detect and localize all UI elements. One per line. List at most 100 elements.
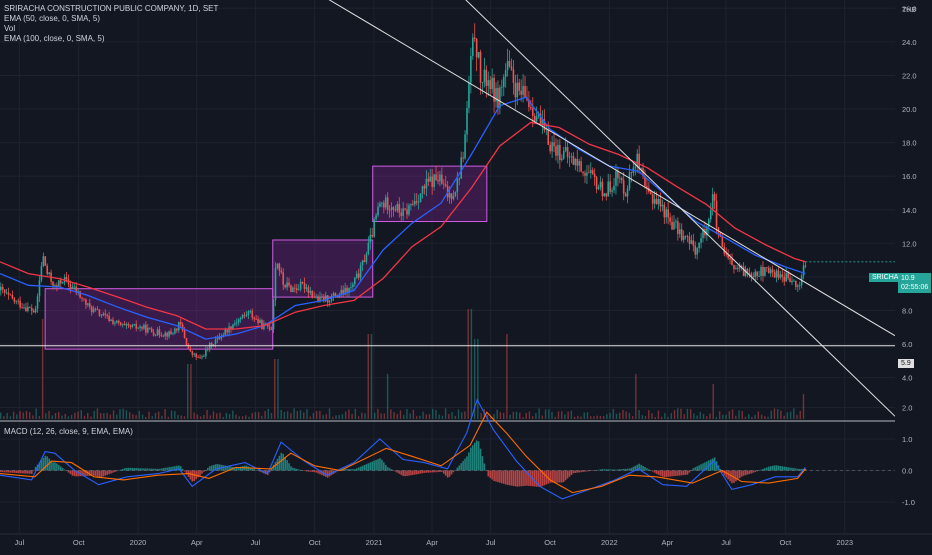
histogram-bar (34, 466, 37, 471)
histogram-bar (762, 468, 764, 471)
histogram-bar (319, 470, 321, 475)
volume-bar (174, 411, 176, 419)
volume-bar (641, 415, 643, 419)
volume-bar (406, 409, 408, 419)
histogram-bar (46, 456, 49, 471)
candle-body (257, 319, 259, 324)
candle-body (75, 286, 78, 293)
histogram-bar (108, 470, 110, 475)
candle-body (686, 236, 689, 238)
volume-bar (660, 416, 663, 419)
histogram-bar (568, 470, 571, 477)
volume-bar (354, 408, 357, 419)
candle-body (29, 306, 31, 308)
candle-body (197, 357, 199, 358)
candle-body (160, 334, 163, 336)
candle-body (42, 256, 45, 266)
volume-bar (367, 334, 369, 419)
volume-bar (245, 415, 247, 419)
candle-body (243, 314, 246, 316)
histogram-bar (135, 468, 138, 471)
candle-body (201, 356, 203, 358)
histogram-bar (504, 470, 507, 485)
legend-vol: Vol (4, 24, 16, 33)
histogram-bar (539, 470, 542, 488)
histogram-bar (25, 470, 27, 474)
volume-bar (157, 411, 160, 419)
volume-bar (357, 416, 360, 419)
volume-bar (328, 408, 331, 419)
histogram-bar (85, 470, 87, 476)
candle-body (154, 335, 157, 337)
volume-bar (12, 411, 15, 419)
volume-bar (490, 416, 492, 419)
histogram-bar (723, 470, 726, 476)
candle-body (727, 254, 729, 259)
candle-body (321, 296, 323, 298)
histogram-bar (402, 470, 404, 477)
candle-body (232, 324, 234, 330)
histogram-bar (549, 470, 551, 483)
candle-body (5, 292, 8, 294)
volume-bar (67, 416, 70, 419)
candle-body (193, 353, 196, 355)
candle-body (216, 336, 219, 340)
candle-body (713, 194, 716, 201)
candle-body (323, 297, 325, 302)
candle-body (442, 183, 445, 185)
volume-bar (70, 414, 73, 419)
histogram-bar (721, 470, 724, 473)
histogram-bar (280, 452, 283, 471)
candle-body (179, 322, 182, 325)
x-tick-label: Jul (251, 538, 261, 547)
volume-bar (373, 412, 376, 419)
candle-body (46, 265, 49, 274)
volume-bar (783, 415, 785, 419)
x-tick-label: Oct (73, 538, 86, 547)
histogram-bar (785, 466, 787, 471)
histogram-bar (466, 456, 468, 471)
volume-bar (670, 413, 673, 419)
histogram-bar (446, 470, 449, 478)
volume-bar (702, 413, 705, 419)
y-tick-label: 12.0 (902, 239, 917, 248)
histogram-bar (27, 470, 29, 474)
candle-body (605, 193, 608, 197)
volume-bar (83, 415, 86, 419)
histogram-bar (174, 466, 176, 471)
volume-bar (222, 416, 224, 419)
volume-bar (696, 415, 698, 419)
histogram-bar (746, 470, 749, 475)
candle-body (760, 266, 762, 276)
candle-body (383, 202, 385, 208)
histogram-bar (141, 468, 143, 471)
candle-body (677, 221, 679, 235)
histogram-bar (775, 465, 778, 471)
volume-bar (599, 415, 602, 419)
candle-body (584, 173, 586, 176)
histogram-bar (487, 470, 490, 477)
volume-bar (161, 415, 163, 419)
histogram-bar (555, 470, 557, 483)
candle-body (317, 296, 319, 302)
candle-body (750, 273, 753, 277)
candle-body (456, 178, 459, 193)
candle-body (328, 300, 331, 303)
histogram-bar (742, 470, 745, 476)
histogram-bar (657, 470, 660, 475)
candle-body (603, 193, 606, 197)
histogram-bar (3, 470, 6, 473)
candle-body (510, 66, 513, 70)
histogram-bar (106, 470, 108, 475)
volume-bar (432, 408, 434, 419)
candle-body (9, 294, 12, 296)
volume-bar (683, 414, 685, 419)
candle-body (675, 221, 677, 223)
volume-bar (267, 408, 269, 419)
histogram-bar (59, 466, 62, 471)
histogram-bar (798, 468, 801, 471)
candle-body (150, 328, 153, 333)
candle-body (448, 193, 451, 198)
